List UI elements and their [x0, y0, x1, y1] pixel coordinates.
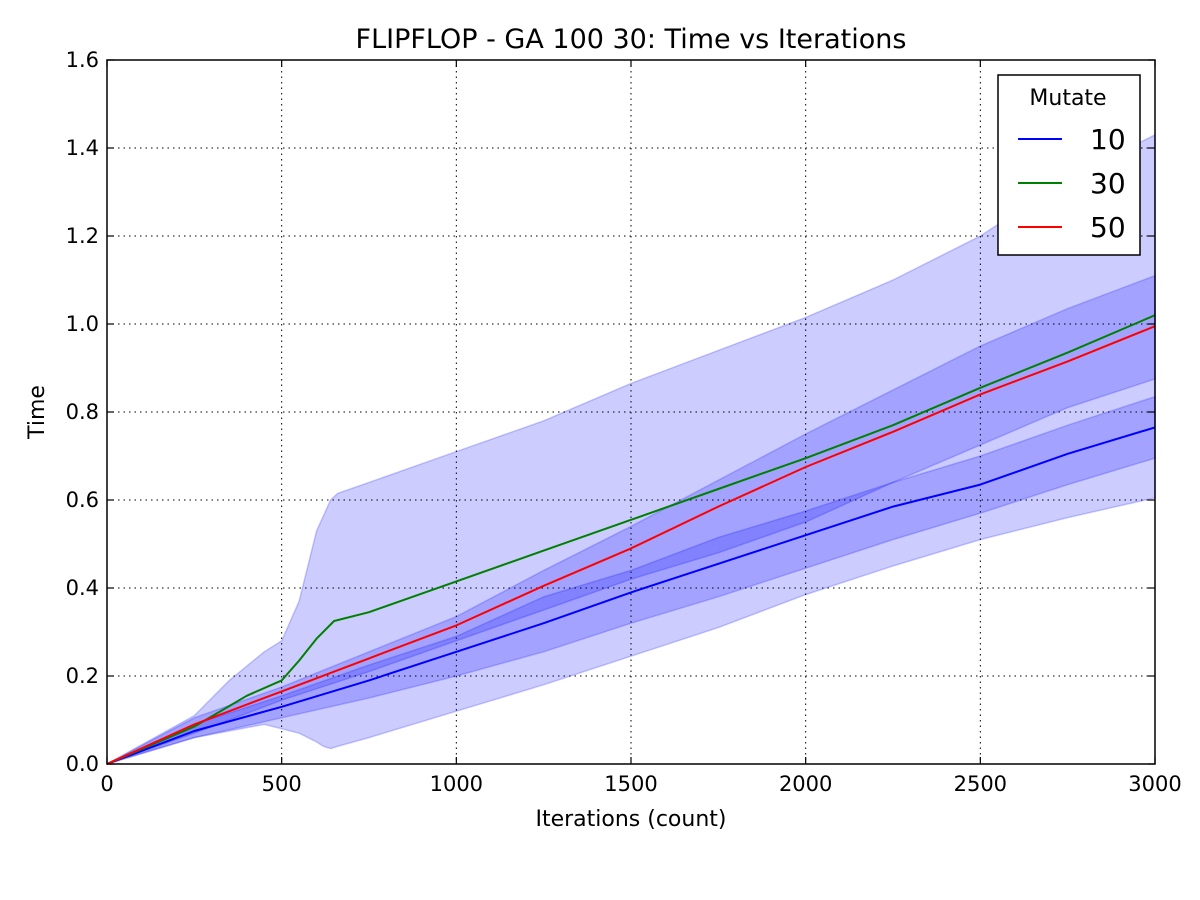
- chart-title: FLIPFLOP - GA 100 30: Time vs Iterations: [356, 24, 907, 55]
- x-tick-label: 2500: [954, 772, 1007, 796]
- y-tick-label: 1.4: [66, 136, 99, 160]
- x-tick-label: 500: [262, 772, 302, 796]
- legend-title: Mutate: [1029, 86, 1106, 111]
- series-lines: [106, 314, 1156, 765]
- x-tick-label: 1000: [430, 772, 483, 796]
- legend-label-30: 30: [1090, 167, 1126, 200]
- x-tick-label: 2000: [779, 772, 832, 796]
- y-axis-title: Time: [25, 385, 50, 440]
- axis-ticks: [106, 59, 1156, 765]
- x-tick-label: 1500: [604, 772, 657, 796]
- x-tick-label: 0: [100, 772, 113, 796]
- series-line-10: [106, 426, 1156, 765]
- grid-lines: [107, 60, 1155, 764]
- y-tick-labels: 0.0 0.2 0.4 0.6 0.8 1.0 1.2 1.4 1.6: [66, 48, 99, 776]
- legend: Mutate 10 30 50: [997, 74, 1141, 256]
- y-tick-label: 0.8: [66, 400, 99, 424]
- y-tick-label: 1.0: [66, 312, 99, 336]
- series-line-30: [106, 314, 1156, 765]
- legend-label-10: 10: [1090, 123, 1126, 156]
- y-tick-label: 0.6: [66, 488, 99, 512]
- y-tick-label: 1.2: [66, 224, 99, 248]
- y-tick-label: 1.6: [66, 48, 99, 72]
- x-tick-labels: 0 500 1000 1500 2000 2500 3000: [100, 772, 1181, 796]
- y-tick-label: 0.4: [66, 576, 99, 600]
- legend-label-50: 50: [1090, 211, 1126, 244]
- x-axis-title: Iterations (count): [535, 807, 726, 832]
- legend-frame: [997, 74, 1141, 256]
- legend-entries: 10 30 50: [1018, 123, 1126, 244]
- x-tick-label: 3000: [1128, 772, 1181, 796]
- series-line-50: [106, 325, 1156, 765]
- y-tick-label: 0.0: [66, 752, 99, 776]
- y-tick-label: 0.2: [66, 664, 99, 688]
